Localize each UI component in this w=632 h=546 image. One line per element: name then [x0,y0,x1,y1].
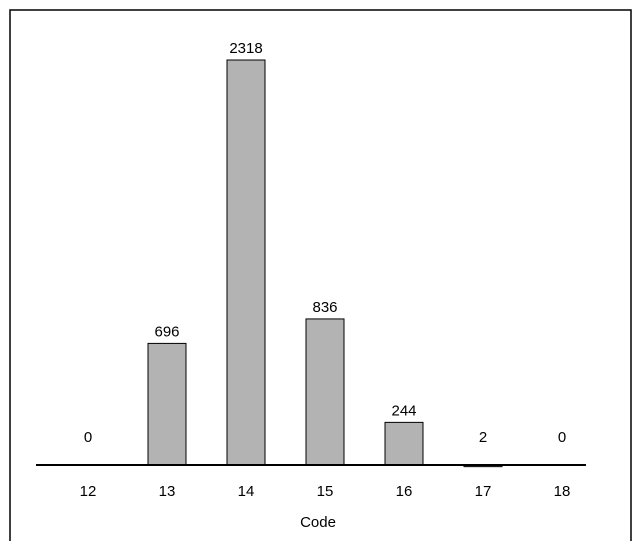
bar-15 [305,318,345,466]
tick-label-17: 17 [475,483,492,500]
value-label-12: 0 [84,429,92,446]
tick-label-14: 14 [238,483,255,500]
chart-border [9,9,632,541]
tick-labels-group: 12 13 14 15 16 17 18 [80,483,571,500]
bar-13 [147,342,187,466]
value-label-18: 0 [558,429,566,446]
bars-group [147,59,503,468]
value-label-14: 2318 [229,40,262,57]
value-labels-group: 0 696 2318 836 244 2 0 [84,40,566,446]
tick-label-12: 12 [80,483,97,500]
bar-16 [384,421,424,466]
tick-label-15: 15 [317,483,334,500]
value-label-15: 836 [312,299,337,316]
tick-label-13: 13 [159,483,176,500]
bar-14 [226,59,266,466]
tick-label-18: 18 [554,483,571,500]
value-label-17: 2 [479,429,487,446]
tick-label-16: 16 [396,483,413,500]
value-label-13: 696 [154,323,179,340]
x-axis-label: Code [300,514,336,531]
value-label-16: 244 [391,402,416,419]
